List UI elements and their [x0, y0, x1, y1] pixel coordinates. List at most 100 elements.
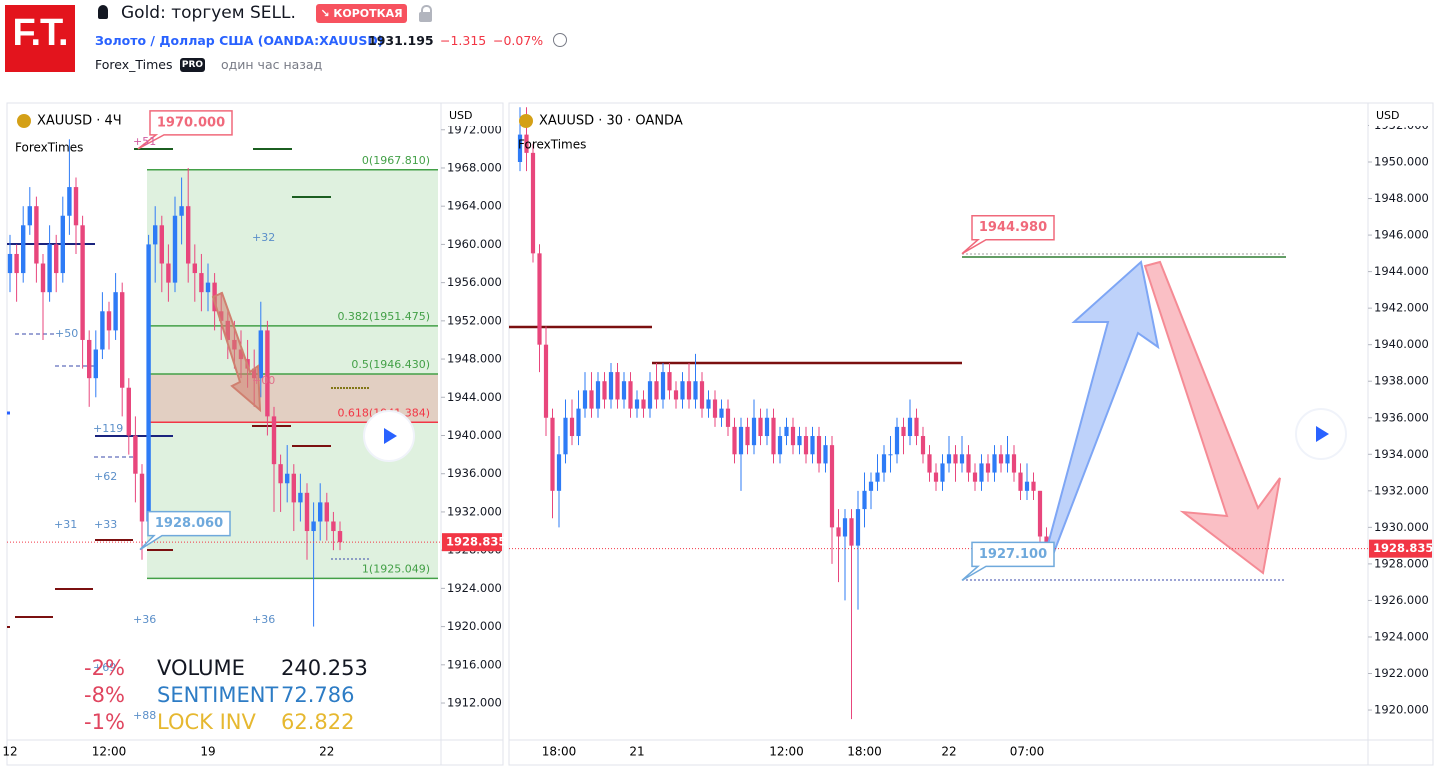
pro-badge: PRO — [180, 58, 205, 72]
candle-body — [875, 472, 880, 482]
candle-body — [953, 454, 958, 464]
candle-body — [946, 454, 952, 464]
lock-shackle — [421, 5, 432, 15]
candle-body — [87, 339, 92, 379]
candle-body — [550, 417, 555, 491]
y-tick-label: 1932.000 — [1374, 483, 1429, 497]
stat-text: -1% — [84, 710, 125, 734]
candle-body — [569, 417, 575, 437]
annotation: +50 — [55, 327, 78, 340]
play-button[interactable] — [1295, 408, 1347, 460]
callout-label: 1970.000 — [157, 115, 225, 130]
publish-time: один час назад — [221, 57, 323, 72]
candle-body — [706, 399, 711, 409]
candle-body — [537, 253, 542, 345]
y-tick-label: 1938.000 — [1374, 374, 1429, 388]
play-button[interactable] — [363, 410, 415, 462]
candle-body — [1018, 472, 1023, 491]
candle-body — [803, 436, 809, 455]
last-price-label: 1928.835 — [446, 535, 506, 549]
candle-body — [719, 408, 724, 418]
annotation: +36 — [133, 613, 156, 626]
candle-body — [998, 454, 1004, 464]
y-tick-label: 1928.000 — [1374, 556, 1429, 570]
candle-body — [304, 492, 310, 532]
annotation: +119 — [93, 422, 123, 435]
candle-body — [126, 387, 131, 436]
candle-body — [199, 273, 204, 293]
candle-body — [667, 372, 672, 391]
candle-body — [816, 436, 822, 464]
candle-body — [14, 253, 19, 274]
candle-body — [621, 381, 627, 400]
candle-body — [745, 426, 750, 446]
y-tick-label: 1948.000 — [1374, 191, 1429, 205]
candle-body — [80, 225, 85, 340]
y-tick-label: 1940.000 — [447, 428, 502, 442]
change-pct: −0.07% — [493, 33, 544, 48]
callout-label: 1928.060 — [155, 516, 223, 531]
x-tick-label: 12:00 — [769, 745, 804, 759]
candle-body — [1037, 490, 1043, 537]
candle-body — [133, 435, 138, 474]
stat-text: 240.253 — [281, 656, 368, 680]
candle-body — [21, 225, 26, 274]
candle-body — [285, 473, 290, 484]
candle-body — [771, 417, 776, 455]
y-tick-label: 1936.000 — [1374, 410, 1429, 424]
candle-body — [271, 416, 277, 465]
candle-body — [777, 436, 783, 455]
annotation: +31 — [54, 518, 77, 531]
candle-body — [758, 417, 763, 437]
drawn-arrow — [1045, 260, 1160, 554]
candle-body — [298, 492, 303, 503]
alarm-icon[interactable] — [553, 33, 567, 47]
callout-box — [137, 110, 233, 150]
last-price-label: 1928.835 — [1373, 541, 1433, 555]
candle-body — [654, 381, 659, 400]
price: 1931.195 — [368, 33, 434, 48]
candle-body — [120, 292, 125, 388]
candle-body — [73, 187, 79, 226]
last-price-tag — [442, 533, 502, 552]
candle-body — [258, 330, 263, 379]
author[interactable]: Forex_Times — [95, 57, 173, 72]
y-tick-label: 1920.000 — [447, 619, 502, 633]
axis-head — [442, 104, 502, 126]
idea-header: F.T. Gold: торгуем SELL. ↘ КОРОТКАЯ Золо… — [0, 0, 1441, 90]
candle-body — [829, 445, 835, 528]
candle-body — [732, 426, 737, 455]
candle-body — [47, 244, 52, 293]
candle-body — [855, 509, 861, 546]
short-badge: ↘ КОРОТКАЯ — [316, 4, 407, 23]
candle-body — [40, 263, 46, 293]
candle-body — [113, 292, 118, 331]
candle-body — [810, 436, 815, 455]
y-tick-label: 1924.000 — [1374, 629, 1429, 643]
x-tick-label: 07:00 — [1010, 745, 1045, 759]
fib-label: 0.382(1951.475) — [337, 310, 430, 323]
candle-body — [530, 152, 536, 254]
fib-label: 1(1925.049) — [362, 562, 430, 575]
lock-icon — [419, 12, 432, 22]
symbol-icon — [17, 114, 31, 128]
candle-body — [628, 381, 633, 409]
bulb-icon — [98, 5, 108, 19]
candle-body — [93, 349, 98, 379]
y-tick-label: 1916.000 — [447, 657, 502, 671]
candle-body — [647, 381, 653, 409]
candle-body — [920, 436, 926, 455]
candle-body — [517, 134, 523, 163]
y-tick-label: 1964.000 — [447, 199, 502, 213]
candle-body — [186, 206, 191, 264]
y-tick-label: 1934.000 — [1374, 447, 1429, 461]
candle-body — [985, 463, 991, 473]
symbol-link[interactable]: Золото / Доллар США (OANDA:XAUUSD) — [95, 33, 384, 48]
y-tick-label: 1924.000 — [447, 581, 502, 595]
candle-body — [563, 417, 568, 455]
callout-box — [961, 541, 1055, 581]
candle-body — [992, 454, 997, 473]
candle-body — [888, 454, 893, 456]
